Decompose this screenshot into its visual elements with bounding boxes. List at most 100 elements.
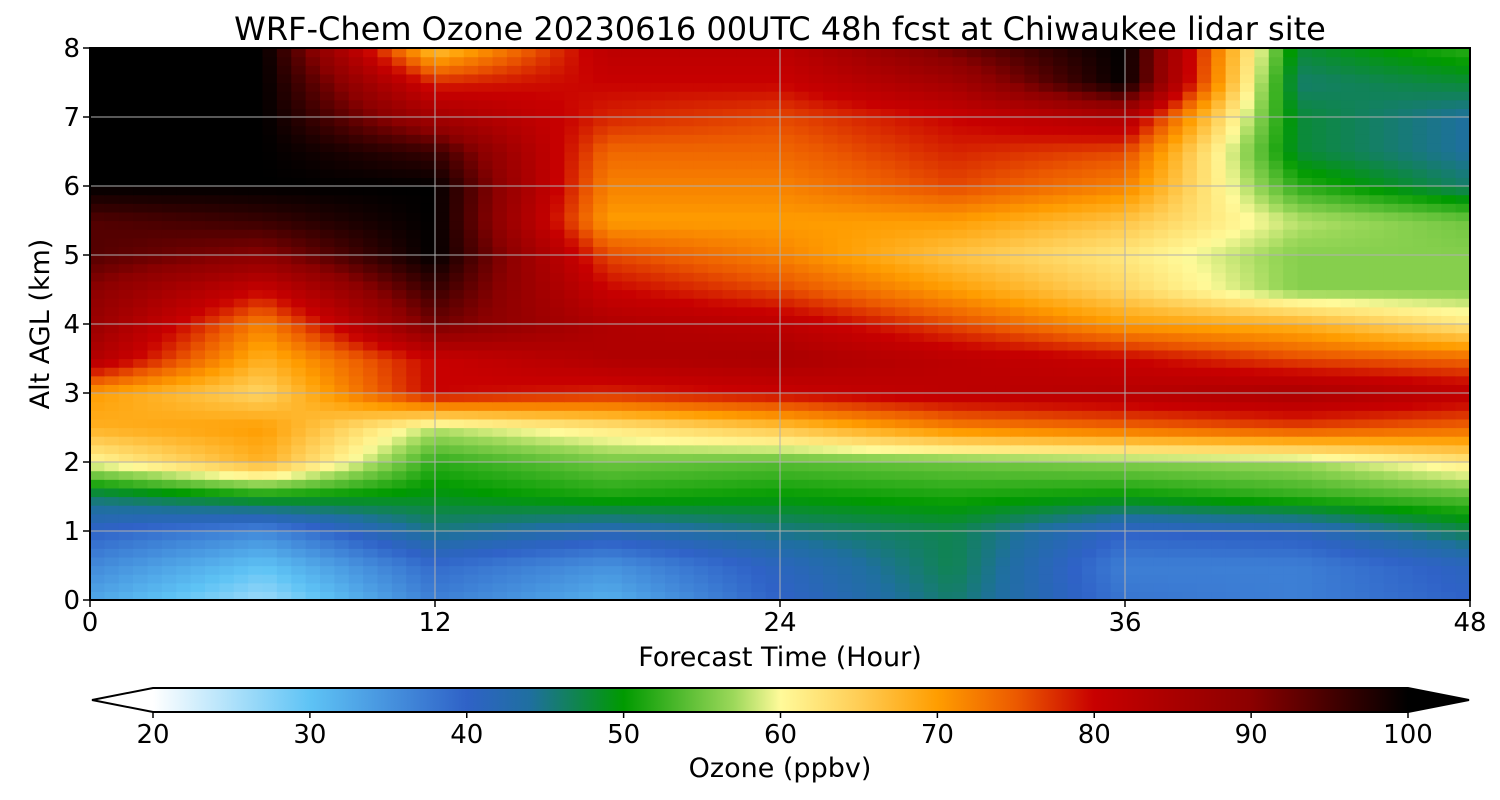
- heat-cell: [736, 255, 752, 265]
- heat-cell: [506, 522, 522, 532]
- heat-cell: [190, 367, 206, 377]
- heat-cell: [492, 349, 508, 360]
- heat-cell: [880, 462, 896, 472]
- heat-cell: [406, 436, 422, 446]
- heat-cell: [679, 332, 695, 342]
- heat-cell: [794, 229, 810, 239]
- heat-cell: [1211, 505, 1227, 515]
- heat-cell: [1168, 427, 1184, 437]
- heat-cell: [176, 539, 192, 549]
- heat-cell: [1240, 427, 1255, 437]
- heat-cell: [118, 332, 134, 342]
- heat-cell: [938, 427, 954, 437]
- heat-cell: [435, 487, 450, 498]
- heat-cell: [1398, 591, 1414, 600]
- heat-cell: [1355, 375, 1370, 385]
- heat-cell: [1024, 168, 1040, 178]
- heat-cell: [1139, 298, 1155, 308]
- heat-cell: [219, 393, 235, 403]
- heat-cell: [693, 203, 709, 213]
- heat-cell: [233, 565, 249, 575]
- heat-cell: [636, 349, 652, 360]
- heat-cell: [607, 211, 623, 222]
- heat-cell: [1168, 556, 1184, 567]
- heat-cell: [1268, 505, 1284, 515]
- heat-cell: [1426, 418, 1442, 429]
- heat-cell: [794, 203, 810, 213]
- heat-cell: [1254, 582, 1270, 592]
- heat-cell: [866, 263, 882, 273]
- heat-cell: [1081, 479, 1097, 489]
- heat-cell: [1383, 384, 1399, 394]
- heat-cell: [420, 272, 436, 282]
- heat-cell: [391, 177, 407, 187]
- heat-cell: [808, 505, 824, 515]
- heat-cell: [1340, 186, 1356, 196]
- heat-cell: [463, 487, 479, 498]
- heat-cell: [320, 487, 335, 498]
- heat-cell: [1297, 298, 1313, 308]
- heat-cell: [679, 427, 695, 437]
- heat-cell: [1240, 556, 1255, 567]
- heat-cell: [981, 393, 997, 403]
- heat-cell: [219, 556, 235, 567]
- heat-cell: [938, 531, 954, 541]
- heat-cell: [952, 160, 968, 170]
- heat-cell: [291, 151, 307, 161]
- heat-cell: [1426, 229, 1442, 239]
- heat-cell: [780, 315, 795, 325]
- heat-cell: [995, 418, 1011, 429]
- heat-cell: [1038, 246, 1054, 256]
- heat-cell: [808, 298, 824, 308]
- heat-cell: [478, 539, 494, 549]
- heat-cell: [765, 341, 781, 351]
- heat-cell: [1369, 401, 1385, 411]
- heat-cell: [406, 367, 422, 377]
- heat-cell: [995, 349, 1011, 360]
- heat-cell: [966, 505, 982, 515]
- heat-cell: [1096, 531, 1112, 541]
- heat-cell: [420, 556, 436, 567]
- heat-cell: [320, 151, 335, 161]
- heat-cell: [104, 531, 120, 541]
- heat-cell: [133, 496, 149, 506]
- heat-cell: [895, 401, 910, 411]
- heat-cell: [435, 375, 450, 385]
- heat-cell: [923, 556, 939, 567]
- heat-cell: [837, 393, 853, 403]
- heat-cell: [535, 470, 551, 480]
- heat-cell: [1383, 280, 1399, 291]
- heat-cell: [1340, 237, 1356, 247]
- heat-cell: [679, 548, 695, 558]
- heat-cell: [1081, 462, 1097, 472]
- heat-cell: [1196, 211, 1212, 222]
- heat-cell: [1024, 496, 1040, 506]
- heat-cell: [593, 531, 609, 541]
- heat-cell: [621, 384, 637, 394]
- heat-cell: [808, 410, 824, 420]
- heat-cell: [679, 531, 695, 541]
- heat-cell: [851, 479, 867, 489]
- heat-cell: [1067, 436, 1083, 446]
- heat-cell: [334, 237, 350, 247]
- heat-cell: [650, 410, 666, 420]
- heat-cell: [1153, 444, 1169, 454]
- heat-cell: [219, 341, 235, 351]
- heat-cell: [305, 168, 321, 178]
- heat-cell: [305, 194, 321, 204]
- heat-cell: [895, 272, 910, 282]
- heat-cell: [420, 401, 436, 411]
- heat-cell: [506, 582, 522, 592]
- heat-cell: [363, 280, 379, 291]
- heat-cell: [1383, 229, 1399, 239]
- heat-cell: [1283, 315, 1299, 325]
- heat-cell: [837, 332, 853, 342]
- heat-cell: [1441, 418, 1457, 429]
- heat-cell: [923, 591, 939, 600]
- heat-cell: [1168, 462, 1184, 472]
- heat-cell: [506, 470, 522, 480]
- heat-cell: [291, 505, 307, 515]
- heat-cell: [952, 151, 968, 161]
- heat-cell: [1297, 246, 1313, 256]
- heat-cell: [621, 393, 637, 403]
